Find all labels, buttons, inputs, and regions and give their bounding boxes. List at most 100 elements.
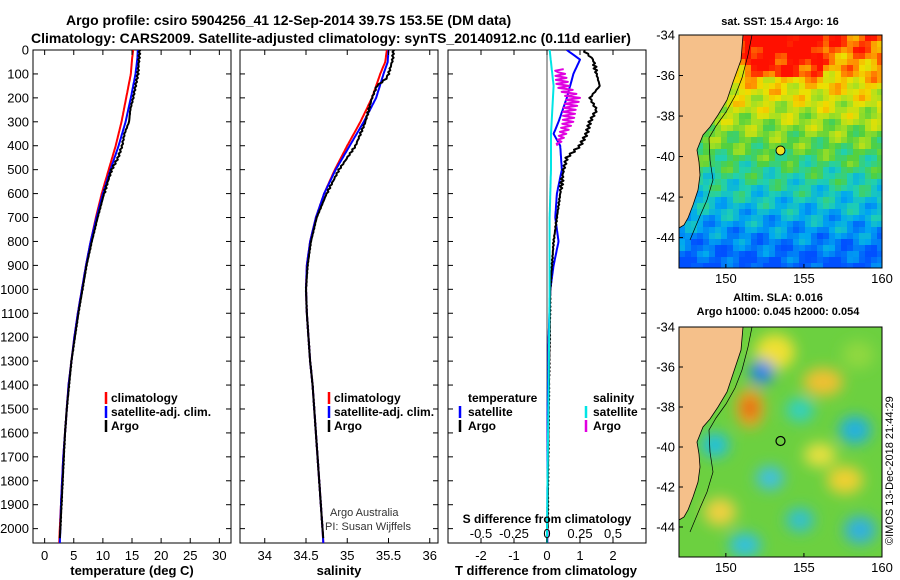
sst-cell xyxy=(781,95,787,101)
sst-cell xyxy=(877,131,882,137)
sst-cell xyxy=(805,137,811,143)
sst-cell xyxy=(763,113,769,119)
sst-cell xyxy=(877,209,882,215)
sst-cell xyxy=(859,41,865,47)
sst-cell xyxy=(745,101,751,107)
sst-cell xyxy=(745,227,751,233)
sst-cell xyxy=(817,245,823,251)
sst-cell xyxy=(721,185,727,191)
sst-cell xyxy=(709,191,715,197)
sst-cell xyxy=(847,233,853,239)
sst-cell xyxy=(721,209,727,215)
sst-cell xyxy=(775,77,781,83)
sst-cell xyxy=(781,227,787,233)
sst-cell xyxy=(787,197,793,203)
sst-cell xyxy=(787,167,793,173)
sst-cell xyxy=(721,251,727,257)
series-salinity-satellite xyxy=(546,50,555,543)
sst-cell xyxy=(841,233,847,239)
sst-cell xyxy=(835,245,841,251)
sst-cell xyxy=(859,35,865,41)
sst-cell xyxy=(865,263,871,268)
sst-cell xyxy=(703,173,709,179)
sst-cell xyxy=(811,251,817,257)
sst-cell xyxy=(823,77,829,83)
sst-cell xyxy=(865,137,871,143)
sst-cell xyxy=(865,161,871,167)
sst-cell xyxy=(859,161,865,167)
sst-cell xyxy=(745,89,751,95)
sst-cell xyxy=(769,35,775,41)
sla-blob xyxy=(804,443,836,467)
depth-tick-label: 100 xyxy=(7,66,29,81)
sst-cell xyxy=(805,131,811,137)
sst-cell xyxy=(811,233,817,239)
sst-cell xyxy=(841,101,847,107)
sst-cell xyxy=(805,95,811,101)
sst-cell xyxy=(799,215,805,221)
sst-cell xyxy=(781,257,787,263)
sst-cell xyxy=(841,131,847,137)
temperature-profiles xyxy=(58,50,142,543)
sst-cell xyxy=(727,155,733,161)
sst-cell xyxy=(769,197,775,203)
sst-cell xyxy=(781,137,787,143)
sst-cell xyxy=(715,251,721,257)
sst-cell xyxy=(805,65,811,71)
sst-cell xyxy=(835,167,841,173)
sst-cell xyxy=(709,215,715,221)
sst-cell xyxy=(859,95,865,101)
sst-cell xyxy=(817,179,823,185)
depth-tick-label: 600 xyxy=(7,186,29,201)
sst-cell xyxy=(757,113,763,119)
sst-cell xyxy=(769,53,775,59)
sst-cell xyxy=(823,119,829,125)
sst-cell xyxy=(799,221,805,227)
sst-cell xyxy=(787,239,793,245)
sst-cell xyxy=(853,239,859,245)
sst-cell xyxy=(817,257,823,263)
sst-cell xyxy=(871,95,877,101)
sst-cell xyxy=(703,191,709,197)
sst-cell xyxy=(871,209,877,215)
sst-cell xyxy=(715,185,721,191)
sst-cell xyxy=(865,107,871,113)
series-argo xyxy=(58,50,142,539)
sst-cell xyxy=(799,71,805,77)
sst-cell xyxy=(811,101,817,107)
sst-cell xyxy=(751,239,757,245)
sst-cell xyxy=(757,107,763,113)
sst-cell xyxy=(691,239,697,245)
sst-cell xyxy=(709,233,715,239)
sst-cell xyxy=(763,71,769,77)
sst-cell xyxy=(877,137,882,143)
sst-cell xyxy=(733,179,739,185)
sst-cell xyxy=(877,59,882,65)
sst-cell xyxy=(799,155,805,161)
sst-cell xyxy=(823,161,829,167)
lat-tick-label: -36 xyxy=(656,360,675,375)
salinity-x-axis: 34 34.5 35 35.5 36 xyxy=(258,50,437,563)
sst-cell xyxy=(877,161,882,167)
sst-cell xyxy=(793,173,799,179)
sst-cell xyxy=(865,221,871,227)
sst-cell xyxy=(871,179,877,185)
sst-cell xyxy=(781,251,787,257)
sst-cell xyxy=(859,83,865,89)
sst-cell xyxy=(829,257,835,263)
sst-cell xyxy=(865,155,871,161)
sst-cell xyxy=(679,239,685,245)
sst-cell xyxy=(853,119,859,125)
sst-cell xyxy=(817,161,823,167)
sst-cell xyxy=(739,245,745,251)
lat-tick-label: -44 xyxy=(656,520,675,535)
sst-cell xyxy=(829,197,835,203)
sst-cell xyxy=(859,251,865,257)
sst-cell xyxy=(727,125,733,131)
sst-cell xyxy=(703,197,709,203)
sst-cell xyxy=(769,77,775,83)
sla-map-title: Altim. SLA: 0.016 xyxy=(733,292,823,304)
sst-cell xyxy=(877,107,882,113)
depth-tick-label: 1900 xyxy=(0,497,29,512)
sst-cell xyxy=(805,233,811,239)
